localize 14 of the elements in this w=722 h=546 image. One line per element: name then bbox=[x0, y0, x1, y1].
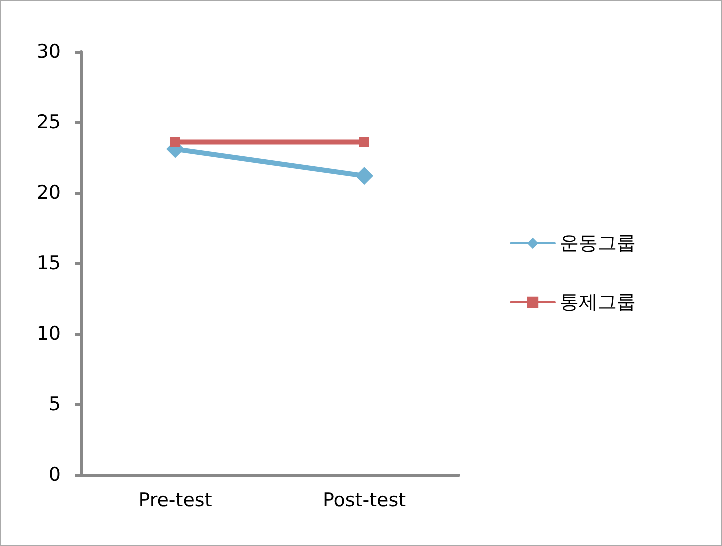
y-tick-label: 5 bbox=[48, 394, 61, 416]
legend-label: 통제그룹 bbox=[560, 292, 636, 314]
x-tick-label: Post-test bbox=[322, 490, 406, 512]
y-tick-label: 30 bbox=[36, 41, 61, 63]
y-tick-label: 20 bbox=[36, 182, 61, 204]
x-tick-label: Pre-test bbox=[138, 490, 212, 512]
point bbox=[360, 137, 370, 148]
legend-label: 운동그룹 bbox=[560, 232, 636, 254]
y-tick-label: 15 bbox=[36, 252, 61, 274]
y-tick-label: 10 bbox=[36, 323, 61, 345]
y-tick-label: 25 bbox=[36, 112, 61, 134]
point bbox=[356, 167, 374, 186]
point bbox=[170, 137, 180, 148]
y-tick-label: 0 bbox=[48, 464, 61, 486]
